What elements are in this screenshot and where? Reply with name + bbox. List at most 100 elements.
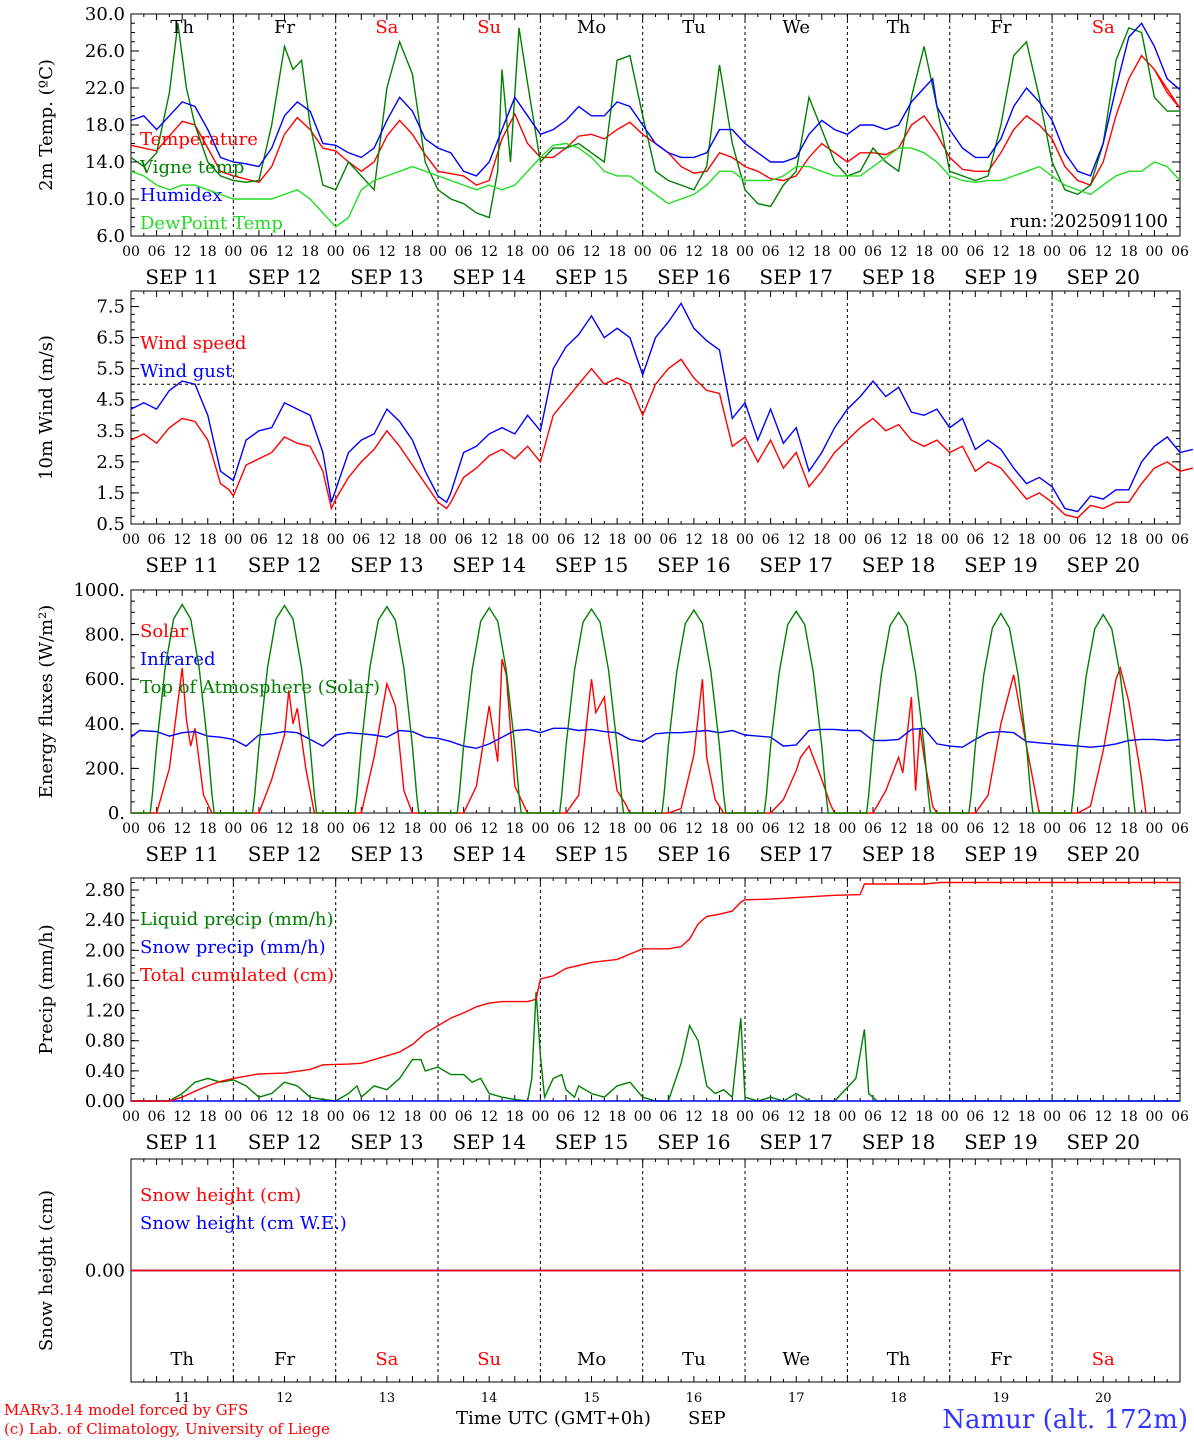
- date-label: SEP 15: [555, 553, 629, 577]
- hour-tick-label: 06: [148, 532, 166, 548]
- hour-tick-label: 06: [455, 821, 473, 837]
- series-line: [131, 603, 1136, 814]
- y-tick-label: 5.5: [96, 359, 125, 380]
- day-of-week-label: Mo: [577, 1349, 606, 1370]
- hour-tick-label: 06: [557, 532, 575, 548]
- hour-tick-label: 06: [557, 1109, 575, 1125]
- hour-tick-label: 18: [301, 821, 319, 837]
- meteogram-panels: 6.0 10.0 14.0 18.0 22.0 26.0 30.0 2m Temp. (ºC)…: [36, 4, 1193, 1406]
- hour-tick-label: 18: [1018, 1109, 1036, 1125]
- hour-tick-label: 06: [1171, 244, 1189, 260]
- panel-2: 0.5 1.5 2.5 3.5 4.5 5.5 6.5 7.5 10m Wind (m/s) Wi…: [36, 290, 1193, 577]
- day-of-week-label: Su: [477, 17, 501, 38]
- hour-tick-label: 12: [276, 244, 294, 260]
- run-label: run: 2025091100: [1010, 211, 1168, 232]
- date-label: SEP 19: [964, 842, 1038, 866]
- hour-tick-label: 06: [250, 1109, 268, 1125]
- date-label: SEP 17: [759, 553, 833, 577]
- day-number-label: 16: [686, 1391, 703, 1406]
- hour-tick-label: 12: [1094, 821, 1112, 837]
- date-label: SEP 12: [248, 1130, 322, 1154]
- day-number-label: 19: [993, 1391, 1010, 1406]
- hour-tick-label: 00: [122, 532, 140, 548]
- hour-tick-label: 18: [199, 532, 217, 548]
- hour-tick-label: 00: [429, 1109, 447, 1125]
- hour-tick-label: 18: [608, 821, 626, 837]
- series-line: [131, 991, 1180, 1102]
- hour-tick-label: 12: [992, 532, 1010, 548]
- day-number-label: 11: [174, 1391, 191, 1406]
- day-of-week-label: Su: [477, 1349, 501, 1370]
- day-of-week-label: Sa: [375, 1349, 398, 1370]
- hour-tick-label: 12: [480, 244, 498, 260]
- hour-tick-label: 06: [1069, 1109, 1087, 1125]
- hour-tick-label: 00: [224, 532, 242, 548]
- hour-tick-label: 12: [173, 821, 191, 837]
- y-tick-label: 1.60: [85, 970, 125, 991]
- hour-tick-label: 18: [1120, 244, 1138, 260]
- hour-tick-label: 00: [838, 532, 856, 548]
- hour-tick-label: 00: [736, 821, 754, 837]
- y-tick-label: 0.: [108, 803, 125, 824]
- date-label: SEP 18: [862, 265, 936, 289]
- hour-tick-label: 06: [352, 821, 370, 837]
- hour-tick-label: 18: [404, 532, 422, 548]
- hour-tick-label: 18: [301, 532, 319, 548]
- y-axis-label: 2m Temp. (ºC): [36, 59, 57, 191]
- day-of-week-label: Th: [170, 1349, 194, 1370]
- panel-3: 0. 200. 400. 600. 800. 1000. Energy fluxes (W/…: [36, 580, 1189, 866]
- day-of-week-label: Fr: [990, 1349, 1011, 1370]
- hour-tick-label: 06: [148, 821, 166, 837]
- hour-tick-label: 00: [327, 244, 345, 260]
- y-tick-label: 2.00: [85, 940, 125, 961]
- panel-4: 0.00 0.40 0.80 1.20 1.60 2.00 2.40 2.80 Precip (…: [36, 877, 1189, 1154]
- hour-tick-label: 06: [966, 244, 984, 260]
- hour-tick-label: 00: [531, 244, 549, 260]
- hour-tick-label: 12: [173, 244, 191, 260]
- hour-tick-label: 06: [148, 1109, 166, 1125]
- hour-tick-label: 12: [685, 821, 703, 837]
- hour-tick-label: 18: [1018, 821, 1036, 837]
- hour-tick-label: 12: [583, 821, 601, 837]
- series-line: [130, 22, 1181, 177]
- day-of-week-label: We: [782, 17, 810, 38]
- hour-tick-label: 00: [1043, 532, 1061, 548]
- hour-tick-label: 06: [762, 1109, 780, 1125]
- series-line: [130, 142, 1181, 228]
- date-label: SEP 11: [145, 842, 219, 866]
- date-label: SEP 17: [759, 265, 833, 289]
- hour-tick-label: 00: [429, 821, 447, 837]
- date-label: SEP 17: [759, 1130, 833, 1154]
- hour-tick-label: 12: [890, 1109, 908, 1125]
- hour-tick-label: 12: [378, 532, 396, 548]
- date-label: SEP 12: [248, 553, 322, 577]
- hour-tick-label: 00: [429, 532, 447, 548]
- hour-tick-label: 18: [1120, 821, 1138, 837]
- hour-tick-label: 06: [455, 532, 473, 548]
- panel-1: 6.0 10.0 14.0 18.0 22.0 26.0 30.0 2m Temp. (ºC)…: [36, 4, 1189, 289]
- day-of-week-label: Fr: [274, 1349, 295, 1370]
- day-number-label: 17: [788, 1391, 805, 1406]
- date-label: SEP 15: [555, 265, 629, 289]
- day-of-week-label: Fr: [990, 17, 1011, 38]
- hour-tick-label: 00: [941, 821, 959, 837]
- hour-tick-label: 06: [966, 532, 984, 548]
- time-axis-label: Time UTC (GMT+0h): [456, 1408, 651, 1429]
- hour-tick-label: 12: [173, 532, 191, 548]
- hour-tick-label: 06: [148, 244, 166, 260]
- hour-tick-label: 06: [864, 821, 882, 837]
- hour-tick-label: 00: [429, 244, 447, 260]
- y-tick-label: 22.0: [85, 78, 125, 99]
- date-label: SEP 11: [145, 1130, 219, 1154]
- y-tick-label: 200.: [85, 758, 125, 779]
- hour-tick-label: 06: [659, 1109, 677, 1125]
- hour-tick-label: 00: [531, 821, 549, 837]
- model-credit: MARv3.14 model forced by GFS: [4, 1401, 248, 1419]
- hour-tick-label: 12: [890, 821, 908, 837]
- date-label: SEP 16: [657, 553, 731, 577]
- hour-tick-label: 18: [813, 1109, 831, 1125]
- hour-tick-label: 18: [915, 244, 933, 260]
- hour-tick-label: 18: [915, 1109, 933, 1125]
- date-label: SEP 17: [759, 842, 833, 866]
